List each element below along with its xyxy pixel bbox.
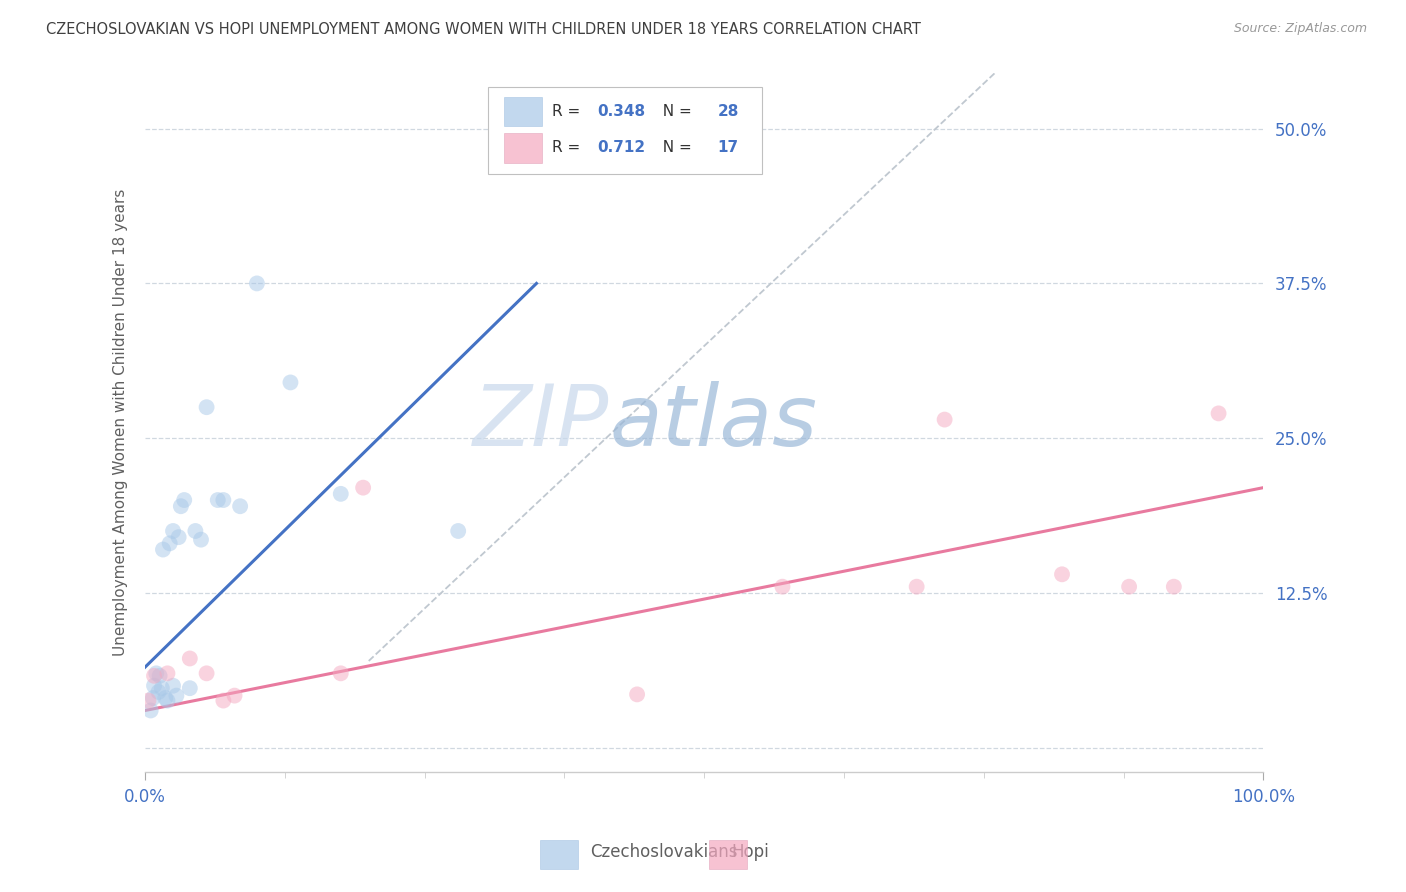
Point [1163,580,1185,594]
Point [1208,406,1230,420]
Point [352,481,374,495]
Text: 0.348: 0.348 [596,104,645,119]
Point [934,412,956,426]
Point [179,681,201,696]
Point [167,530,190,544]
Point [156,693,179,707]
Point [155,691,177,706]
Point [162,679,184,693]
Point [162,524,184,538]
Point [159,536,181,550]
Point [329,666,352,681]
Point [145,666,167,681]
Point [329,487,352,501]
Text: N =: N = [652,140,696,155]
Point [143,679,166,693]
Point [150,681,173,696]
Point [165,689,187,703]
Point [229,500,252,514]
Point [212,693,235,707]
FancyBboxPatch shape [503,133,543,162]
Point [224,689,246,703]
Point [149,669,172,683]
Point [139,703,162,717]
Text: R =: R = [553,104,585,119]
Point [142,691,165,706]
Point [190,533,212,547]
Point [156,666,179,681]
Text: Hopi: Hopi [731,843,769,861]
Point [1050,567,1073,582]
Text: Source: ZipAtlas.com: Source: ZipAtlas.com [1233,22,1367,36]
Point [905,580,928,594]
Point [170,500,193,514]
Y-axis label: Unemployment Among Women with Children Under 18 years: Unemployment Among Women with Children U… [114,189,128,657]
Point [195,401,218,415]
Point [184,524,207,538]
Point [772,580,794,594]
Point [212,493,235,508]
Text: atlas: atlas [609,381,817,464]
Text: N =: N = [652,104,696,119]
Text: Czechoslovakians: Czechoslovakians [591,843,738,861]
Point [246,277,269,291]
Text: ZIP: ZIP [472,381,609,464]
Point [173,493,195,508]
Text: 0.712: 0.712 [596,140,645,155]
FancyBboxPatch shape [488,87,762,175]
Point [152,542,174,557]
Point [626,687,648,701]
Point [447,524,470,538]
Point [1118,580,1140,594]
Point [179,651,201,665]
Text: 28: 28 [717,104,740,119]
Point [138,693,160,707]
Point [148,685,170,699]
Text: R =: R = [553,140,585,155]
Point [195,666,218,681]
Point [280,376,302,390]
Point [143,669,166,683]
FancyBboxPatch shape [503,96,543,126]
Text: 17: 17 [717,140,738,155]
Point [207,493,229,508]
Text: CZECHOSLOVAKIAN VS HOPI UNEMPLOYMENT AMONG WOMEN WITH CHILDREN UNDER 18 YEARS CO: CZECHOSLOVAKIAN VS HOPI UNEMPLOYMENT AMO… [46,22,921,37]
